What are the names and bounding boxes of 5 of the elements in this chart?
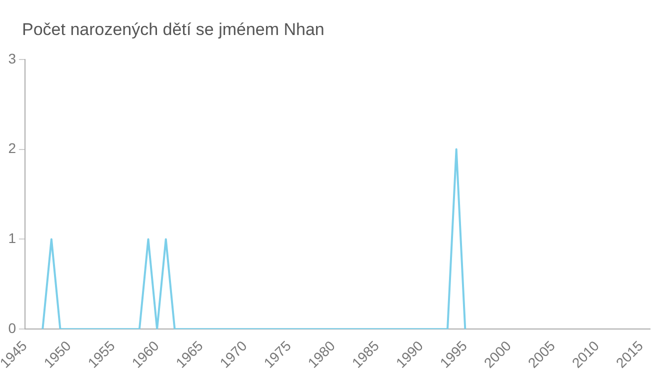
y-tick-label: 3 (8, 50, 16, 66)
chart-title: Počet narozených dětí se jménem Nhan (22, 20, 324, 40)
y-tick-label: 2 (8, 140, 16, 156)
y-tick-label: 0 (8, 320, 16, 336)
y-tick-label: 1 (8, 230, 16, 246)
